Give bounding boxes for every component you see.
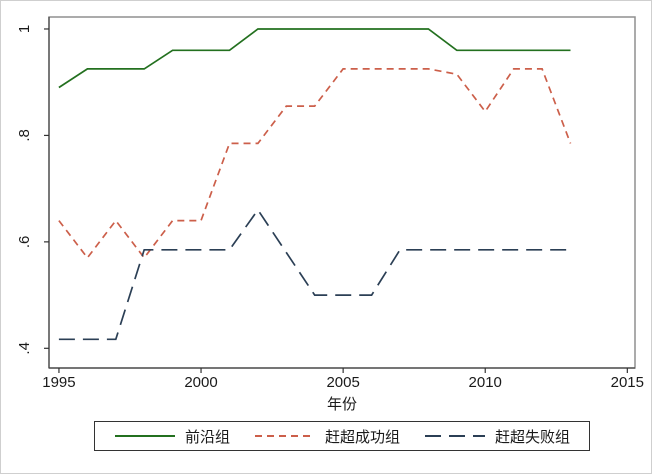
x-tick-label: 2010 — [469, 374, 502, 391]
series-line-2 — [58, 208, 571, 341]
legend-entry-catchup-fail: 赶超失败组 — [424, 426, 570, 447]
legend-line-sample-longdash-icon — [425, 435, 485, 437]
x-tick-label: 2000 — [184, 374, 217, 391]
x-tick-label: 1995 — [42, 374, 75, 391]
legend-label-catchup-success: 赶超成功组 — [324, 428, 400, 446]
x-axis-title: 年份 — [326, 396, 357, 413]
legend-label-catchup-fail: 赶超失败组 — [495, 428, 571, 446]
legend-label-frontier: 前沿组 — [184, 428, 230, 446]
series-line-0 — [58, 28, 571, 89]
y-tick-label: .8 — [16, 129, 33, 142]
legend-entry-frontier: 前沿组 — [114, 426, 230, 447]
y-tick-label: .6 — [16, 236, 33, 249]
x-tick-label: 2005 — [326, 374, 359, 391]
y-tick-label: 1 — [16, 25, 33, 33]
legend-entry-catchup-success: 赶超成功组 — [254, 426, 400, 447]
legend-line-sample-solid-icon — [114, 435, 175, 437]
axis-ticks — [44, 28, 628, 373]
series-line-1 — [58, 68, 572, 260]
line-chart-plot: 1995 2000 2005 2010 2015 .4 .6 .8 1 — [16, 16, 644, 391]
axis-tick-labels: 1995 2000 2005 2010 2015 .4 .6 .8 1 — [16, 25, 644, 391]
chart-legend: 前沿组 赶超成功组 赶超失败组 — [94, 421, 590, 451]
y-tick-label: .4 — [16, 342, 33, 355]
x-tick-label: 2015 — [611, 374, 644, 391]
data-series-lines — [58, 28, 572, 341]
legend-line-sample-shortdash-icon — [254, 435, 315, 437]
